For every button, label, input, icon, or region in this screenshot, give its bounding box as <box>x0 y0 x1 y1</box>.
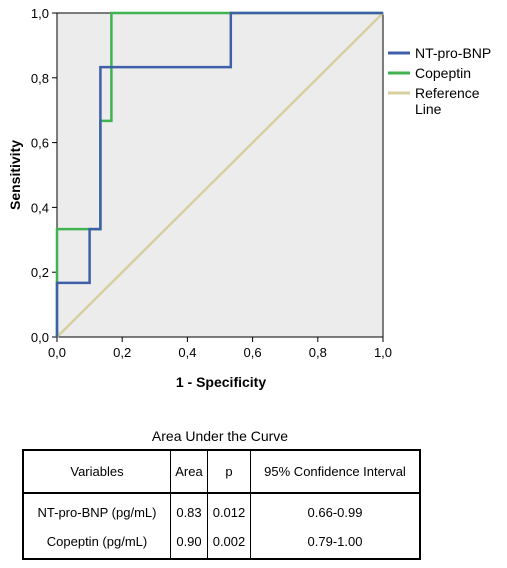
legend-label-nt-pro-bnp: NT-pro-BNP <box>415 45 491 61</box>
table-header-row: Variables Area p 95% Confidence Interval <box>22 449 421 494</box>
legend: NT-pro-BNP Copeptin Reference Line <box>388 45 491 117</box>
axes: 0,0 0,2 0,4 0,6 0,8 1,0 0,0 0,2 0,4 0,6 0,8 1,0 <box>31 6 392 360</box>
roc-chart: 0,0 0,2 0,4 0,6 0,8 1,0 0,0 0,2 0,4 0,6 0,8 1,0 NT-… <box>7 6 491 390</box>
y-axis-title: Sensitivity <box>7 140 23 210</box>
cell-ci: 0.66-0.99 <box>250 493 421 527</box>
legend-label-copeptin: Copeptin <box>415 65 471 81</box>
x-tick-label: 0,4 <box>178 345 196 360</box>
cell-ci: 0.79-1.00 <box>250 527 421 559</box>
cell-variable: NT-pro-BNP (pg/mL) <box>22 493 171 527</box>
cell-variable: Copeptin (pg/mL) <box>22 527 171 559</box>
table-row: Copeptin (pg/mL) 0.90 0.002 0.79-1.00 <box>22 527 421 559</box>
x-tick-label: 0,8 <box>309 345 327 360</box>
auc-table: Variables Area p 95% Confidence Interval… <box>22 449 421 560</box>
x-tick-label: 1,0 <box>374 345 392 360</box>
header-p: p <box>207 449 251 494</box>
series-lines <box>55 11 384 338</box>
header-variables: Variables <box>22 449 171 494</box>
header-area: Area <box>170 449 208 494</box>
table-title: Area Under the Curve <box>151 428 289 444</box>
x-tick-label: 0,2 <box>113 345 131 360</box>
cell-p: 0.012 <box>207 493 251 527</box>
y-tick-label: 0,0 <box>31 330 49 345</box>
table-row: NT-pro-BNP (pg/mL) 0.83 0.012 0.66-0.99 <box>22 493 421 527</box>
series-line-nt-pro-bnp <box>55 11 383 337</box>
y-tick-label: 1,0 <box>31 6 49 21</box>
cell-area: 0.83 <box>170 493 208 527</box>
y-tick-label: 0,6 <box>31 136 49 151</box>
cell-area: 0.90 <box>170 527 208 559</box>
legend-label-reference-line: Reference Line <box>415 85 480 117</box>
cell-p: 0.002 <box>207 527 251 559</box>
series-line-reference-line <box>56 12 384 338</box>
x-tick-label: 0,6 <box>244 345 262 360</box>
x-axis-title: 1 - Specificity <box>176 374 266 390</box>
y-tick-label: 0,2 <box>31 265 49 280</box>
y-tick-label: 0,8 <box>31 71 49 86</box>
y-tick-label: 0,4 <box>31 200 49 215</box>
x-tick-label: 0,0 <box>48 345 66 360</box>
header-ci: 95% Confidence Interval <box>250 449 421 494</box>
